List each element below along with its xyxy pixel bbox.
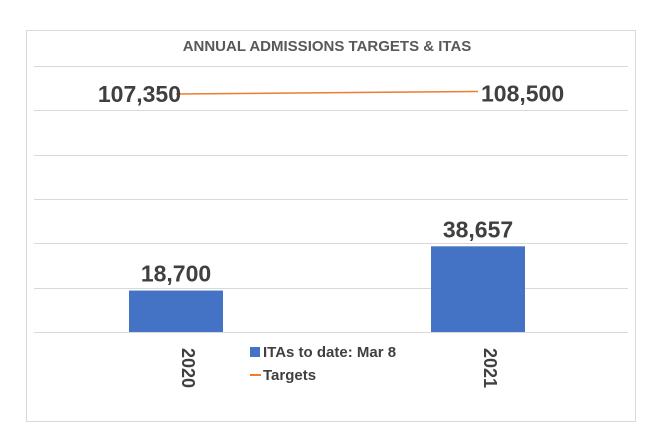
legend: ITAs to date: Mar 8 Targets bbox=[250, 344, 396, 384]
data-label-itas-2021: 38,657 bbox=[443, 216, 513, 242]
gridlines bbox=[34, 66, 628, 333]
x-tick-2020: 2020 bbox=[178, 348, 198, 388]
chart-frame bbox=[26, 30, 636, 422]
bars-itas bbox=[129, 246, 525, 332]
data-label-itas-2020: 18,700 bbox=[141, 261, 211, 287]
bar-itas-2021 bbox=[431, 246, 525, 332]
legend-swatch-itas bbox=[250, 347, 260, 357]
data-label-targets-2020: 107,350 bbox=[98, 81, 181, 107]
data-label-targets-2021: 108,500 bbox=[481, 80, 564, 106]
legend-label-itas: ITAs to date: Mar 8 bbox=[263, 344, 396, 361]
legend-label-targets: Targets bbox=[263, 367, 316, 384]
targets-line bbox=[175, 90, 479, 95]
x-tick-2021: 2021 bbox=[480, 348, 500, 388]
bar-itas-2020 bbox=[129, 290, 223, 332]
chart-title: ANNUAL ADMISSIONS TARGETS & ITAS bbox=[183, 38, 472, 55]
